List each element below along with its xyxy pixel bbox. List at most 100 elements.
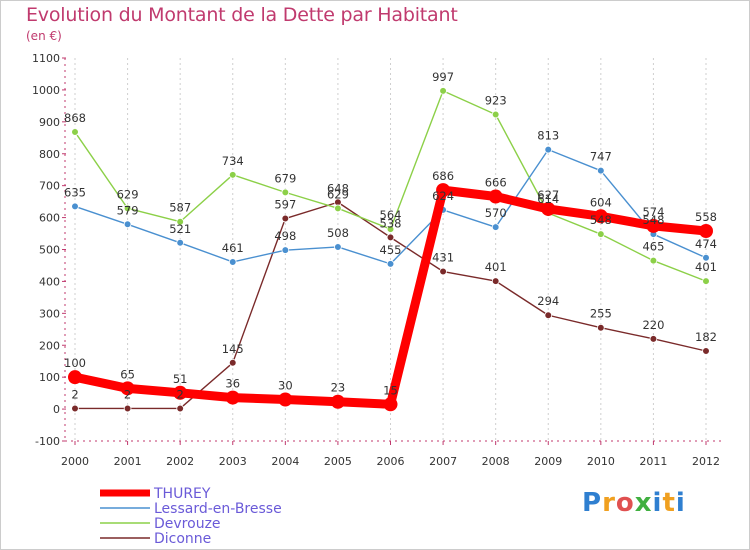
data-label-Lessard-en-Bresse-2007: 624	[432, 189, 454, 203]
series-layer	[68, 87, 713, 413]
point-THUREY-2000	[68, 370, 82, 385]
point-Lessard-en-Bresse-2010	[597, 166, 605, 175]
point-Lessard-en-Bresse-2009	[544, 145, 553, 154]
data-label-Devrouze-2007: 997	[432, 70, 454, 84]
legend-label-Diconne: Diconne	[154, 531, 211, 547]
point-THUREY-2006	[383, 397, 398, 412]
data-label-Lessard-en-Bresse-2000: 635	[64, 185, 86, 199]
point-Lessard-en-Bresse-2002	[176, 238, 184, 247]
data-label-Diconne-2007: 431	[432, 251, 454, 265]
data-label-Lessard-en-Bresse-2002: 521	[169, 222, 191, 236]
point-THUREY-2011	[646, 218, 661, 233]
data-label-Devrouze-2012: 401	[695, 260, 717, 274]
y-tick-label: 400	[39, 275, 60, 288]
data-label-Diconne-2012: 182	[695, 330, 717, 344]
data-label-Lessard-en-Bresse-2010: 747	[590, 150, 612, 164]
y-tick-label: 1000	[32, 84, 60, 97]
point-THUREY-2007	[436, 183, 451, 198]
x-tick-label: 2007	[429, 455, 457, 468]
x-tick-label: 2004	[271, 455, 299, 468]
data-label-THUREY-2005: 23	[331, 381, 346, 395]
data-label-Diconne-2003: 145	[222, 342, 244, 356]
point-THUREY-2002	[173, 385, 188, 400]
point-THUREY-2012	[699, 223, 713, 238]
data-label-Lessard-en-Bresse-2008: 570	[485, 206, 507, 220]
y-tick-label: 800	[39, 148, 60, 161]
point-Devrouze-2004	[281, 188, 290, 197]
data-label-Lessard-en-Bresse-2012: 474	[695, 237, 717, 251]
logo-letter: x	[634, 488, 653, 518]
data-label-Devrouze-2008: 923	[485, 93, 507, 107]
point-Lessard-en-Bresse-2012	[702, 253, 710, 262]
point-Diconne-2003	[228, 359, 237, 367]
data-label-Lessard-en-Bresse-2009: 813	[537, 129, 559, 143]
point-Devrouze-2007	[439, 87, 447, 95]
y-tick-label: 0	[53, 403, 60, 416]
point-Lessard-en-Bresse-2003	[228, 258, 237, 266]
data-label-Devrouze-2011: 465	[642, 240, 664, 254]
x-tick-label: 2011	[639, 455, 667, 468]
y-tick-label: 300	[39, 307, 60, 320]
data-label-Diconne-2000: 2	[71, 387, 78, 401]
x-tick-label: 2002	[166, 455, 194, 468]
y-tick-label: 900	[39, 116, 60, 129]
data-labels: 100 65 51 36 30 23 15 686 666 627 604 574 558 635 579 5…	[64, 70, 717, 402]
x-tick-label: 2003	[219, 455, 247, 468]
data-label-Diconne-2002: 2	[177, 387, 184, 401]
point-Lessard-en-Bresse-2004	[281, 246, 290, 254]
data-label-Lessard-en-Bresse-2001: 579	[117, 203, 139, 217]
y-tick-label: 1100	[32, 52, 60, 65]
data-label-Diconne-2006: 538	[380, 216, 402, 230]
data-label-Lessard-en-Bresse-2005: 508	[327, 226, 349, 240]
y-tick-label: 500	[39, 244, 60, 257]
point-Diconne-2012	[702, 347, 710, 355]
point-Devrouze-2002	[176, 217, 184, 226]
x-tick-label: 2008	[482, 455, 510, 468]
point-Diconne-2001	[123, 404, 132, 413]
proxiti-logo: Proxiti	[582, 488, 686, 518]
point-Devrouze-2012	[702, 277, 710, 285]
point-THUREY-2004	[278, 392, 293, 407]
point-THUREY-2008	[488, 189, 503, 204]
legend-label-Devrouze: Devrouze	[154, 516, 221, 532]
data-label-THUREY-2003: 36	[225, 377, 240, 391]
point-Lessard-en-Bresse-2005	[334, 243, 342, 251]
x-tick-label: 2005	[324, 455, 352, 468]
logo-letter: P	[582, 488, 603, 518]
data-label-Devrouze-2002: 587	[169, 201, 191, 215]
point-Lessard-en-Bresse-2008	[491, 223, 500, 231]
data-label-THUREY-2007: 686	[432, 169, 454, 183]
point-Diconne-2008	[491, 277, 500, 285]
point-Diconne-2010	[597, 323, 605, 332]
data-label-THUREY-2009: 627	[537, 188, 559, 202]
point-Diconne-2000	[71, 404, 79, 413]
axes: -100 0 100 200 300 400 500 600 700 800 900 1000 1100…	[32, 52, 722, 468]
data-label-Devrouze-2006: 564	[380, 208, 402, 222]
point-THUREY-2005	[330, 394, 345, 409]
point-Devrouze-2010	[597, 230, 605, 238]
point-THUREY-2010	[593, 209, 608, 224]
point-Diconne-2007	[439, 267, 447, 276]
logo-letter: t	[662, 488, 676, 518]
point-Lessard-en-Bresse-2001	[123, 220, 132, 229]
logo-letter: i	[675, 488, 686, 518]
data-label-Diconne-2004: 597	[274, 198, 296, 212]
chart-subtitle: (en €)	[26, 29, 62, 43]
data-label-Devrouze-2003: 734	[222, 154, 244, 168]
x-tick-label: 2012	[692, 455, 720, 468]
y-tick-label: 600	[39, 212, 60, 225]
point-Devrouze-2011	[649, 256, 658, 265]
point-Diconne-2011	[649, 335, 658, 343]
x-tick-label: 2006	[377, 455, 405, 468]
logo-letter: r	[602, 488, 616, 518]
point-THUREY-2003	[225, 390, 240, 405]
data-label-Devrouze-2005: 629	[327, 187, 349, 201]
data-label-Diconne-2008: 401	[485, 260, 507, 274]
point-THUREY-2001	[120, 381, 135, 396]
data-label-THUREY-2012: 558	[695, 210, 717, 224]
data-label-Devrouze-2009: 614	[537, 192, 559, 206]
data-label-Diconne-2011: 220	[642, 318, 664, 332]
data-label-Lessard-en-Bresse-2006: 455	[380, 243, 402, 257]
